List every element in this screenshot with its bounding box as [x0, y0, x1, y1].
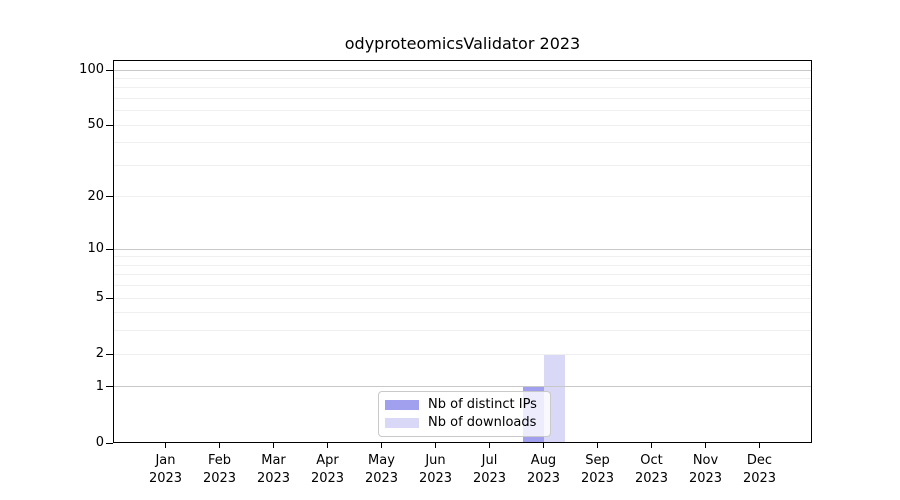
x-tick-label: Jun 2023 — [418, 453, 453, 486]
x-tick-mark — [543, 443, 544, 448]
y-tick-mark — [106, 69, 113, 71]
x-tick-label: Jul 2023 — [472, 453, 507, 486]
gridline-minor — [113, 124, 812, 126]
chart-title: odyproteomicsValidator 2023 — [344, 34, 581, 53]
gridline-major — [113, 69, 812, 71]
y-tick-label: 100 — [79, 62, 104, 77]
gridline-minor — [113, 97, 812, 99]
gridline-minor — [113, 264, 812, 266]
legend: Nb of distinct IPs Nb of downloads — [378, 391, 551, 437]
x-tick-label: Feb 2023 — [202, 453, 237, 486]
y-tick-label: 20 — [87, 188, 104, 204]
y-tick-mark — [106, 248, 113, 250]
gridline-minor — [113, 110, 812, 112]
y-tick-label: 10 — [87, 241, 104, 257]
y-tick-mark — [106, 442, 113, 444]
gridline-minor — [113, 274, 812, 276]
x-tick-label: Oct 2023 — [634, 453, 669, 486]
gridline-minor — [113, 164, 812, 166]
y-tick-label: 50 — [87, 117, 104, 133]
x-tick-mark — [165, 443, 166, 448]
gridline-minor — [113, 196, 812, 198]
gridline-major — [113, 386, 812, 388]
y-tick-mark — [106, 196, 113, 198]
y-tick-mark — [106, 124, 113, 126]
gridline-minor — [113, 142, 812, 144]
x-tick-mark — [597, 443, 598, 448]
x-tick-label: Mar 2023 — [256, 453, 291, 486]
legend-label-distinct-ips: Nb of distinct IPs — [428, 397, 537, 412]
gridline-minor — [113, 297, 812, 299]
gridline-major — [113, 248, 812, 250]
x-tick-mark — [327, 443, 328, 448]
gridline-minor — [113, 330, 812, 332]
x-tick-label: May 2023 — [364, 453, 399, 486]
x-tick-label: Nov 2023 — [688, 453, 723, 486]
gridline-minor — [113, 87, 812, 89]
x-tick-mark — [759, 443, 760, 448]
legend-item-distinct-ips: Nb of distinct IPs — [385, 397, 544, 413]
x-tick-label: Dec 2023 — [742, 453, 777, 486]
y-tick-mark — [106, 353, 113, 355]
gridline-minor — [113, 285, 812, 287]
y-tick-label: 2 — [95, 346, 104, 362]
x-tick-mark — [273, 443, 274, 448]
legend-swatch-distinct-ips-icon — [385, 400, 419, 410]
y-tick-label: 5 — [95, 290, 104, 306]
y-tick-mark — [106, 297, 113, 299]
x-tick-label: Apr 2023 — [310, 453, 345, 486]
gridline-minor — [113, 312, 812, 314]
x-tick-mark — [489, 443, 490, 448]
x-tick-mark — [435, 443, 436, 448]
x-tick-mark — [219, 443, 220, 448]
y-tick-label: 1 — [95, 378, 104, 394]
gridline-minor — [113, 77, 812, 79]
x-tick-mark — [381, 443, 382, 448]
x-tick-mark — [705, 443, 706, 448]
y-tick-label: 0 — [95, 435, 104, 450]
y-tick-mark — [106, 386, 113, 388]
legend-item-downloads: Nb of downloads — [385, 415, 544, 431]
legend-swatch-downloads-icon — [385, 418, 419, 428]
legend-label-downloads: Nb of downloads — [428, 415, 537, 430]
x-tick-label: Sep 2023 — [580, 453, 615, 486]
x-tick-mark — [651, 443, 652, 448]
gridline-minor — [113, 353, 812, 355]
x-tick-label: Aug 2023 — [526, 453, 561, 486]
gridline-minor — [113, 256, 812, 258]
x-tick-label: Jan 2023 — [148, 453, 183, 486]
